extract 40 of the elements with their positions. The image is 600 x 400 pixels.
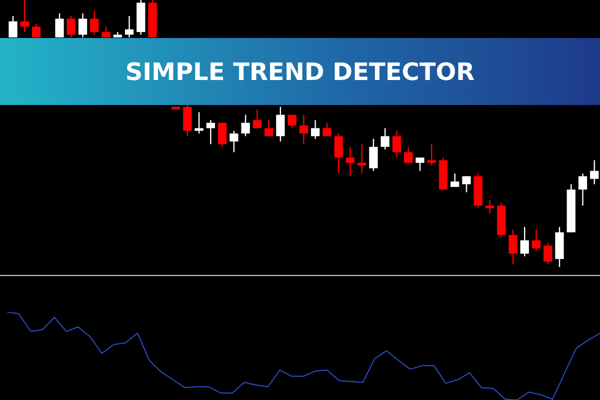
- candlestick: [241, 114, 250, 137]
- candlestick: [264, 120, 274, 137]
- candlestick: [450, 172, 460, 188]
- candlestick: [485, 200, 494, 214]
- candlestick: [8, 15, 18, 38]
- candlestick: [102, 26, 110, 38]
- candlestick: [532, 229, 541, 252]
- text: SIMPLE TREND DETECTOR: [125, 58, 475, 86]
- candlestick: [252, 108, 262, 129]
- candlestick: [299, 114, 308, 145]
- candlestick: [310, 120, 320, 140]
- candlestick: [334, 132, 343, 174]
- candlestick: [544, 242, 552, 265]
- candlestick: [578, 172, 588, 206]
- candlestick: [194, 112, 204, 134]
- candlestick: [288, 114, 296, 129]
- candlestick: [322, 122, 332, 137]
- candlestick: [32, 23, 41, 38]
- candlestick: [508, 229, 518, 265]
- candlestick: [90, 10, 99, 36]
- candlestick: [590, 160, 599, 185]
- candlestick: [404, 146, 413, 164]
- candlestick: [369, 138, 378, 172]
- candlestick: [358, 144, 366, 174]
- candlestick: [380, 128, 390, 150]
- candlestick: [230, 130, 238, 153]
- candlestick: [462, 176, 471, 193]
- candlestick: [55, 12, 64, 38]
- candlestick: [427, 144, 436, 166]
- candlestick: [206, 120, 215, 145]
- candlestick: [346, 146, 355, 177]
- candlestick: [66, 15, 76, 38]
- candlestick: [520, 226, 529, 257]
- candlestick: [218, 122, 227, 148]
- candlestick: [392, 130, 402, 158]
- candlestick: [276, 106, 285, 142]
- candlestick: [416, 156, 424, 172]
- candlestick: [78, 12, 88, 38]
- candlestick: [124, 15, 134, 38]
- candlestick: [20, 0, 29, 33]
